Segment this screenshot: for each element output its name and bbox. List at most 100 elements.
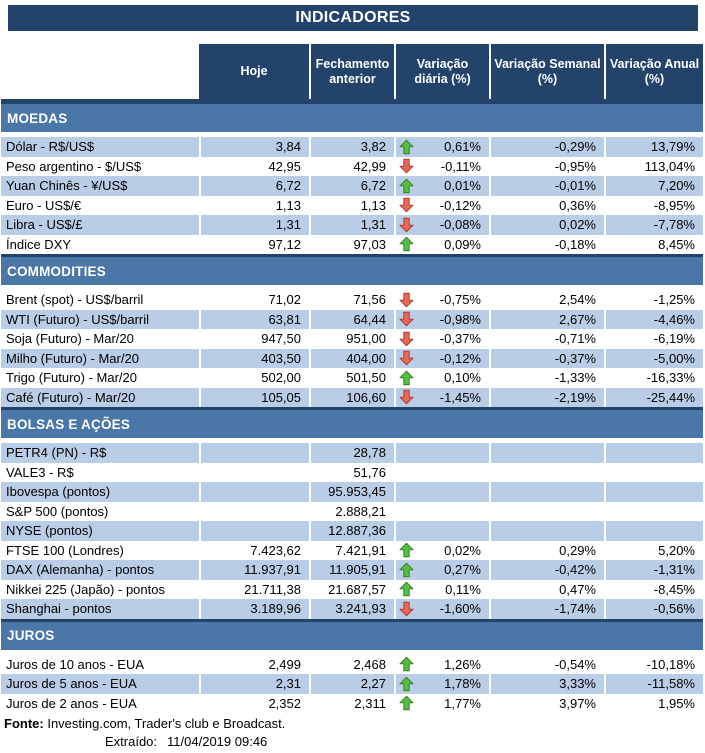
variacao-diaria-value: 0,01% xyxy=(444,178,481,194)
hoje-value: 63,81 xyxy=(268,311,301,327)
table-row: WTI (Futuro) - US$/barril 63,81 64,44 -0… xyxy=(1,309,703,329)
trend-up-icon xyxy=(398,139,414,154)
cell-label: Índice DXY xyxy=(1,235,199,255)
cell-variacao-anual: -1,31% xyxy=(604,560,703,580)
trend-slot xyxy=(398,331,414,347)
cell-variacao-anual: -25,44% xyxy=(604,387,703,407)
variacao-anual-value: -25,44% xyxy=(646,389,695,405)
trend-slot xyxy=(398,601,414,617)
section-gap xyxy=(1,132,703,137)
section-divider xyxy=(1,407,703,410)
extracted-line: Extraído: 11/04/2019 09:46 xyxy=(4,734,705,750)
cell-variacao-anual: 1,95% xyxy=(604,693,703,713)
fechamento-value: 7.421,91 xyxy=(335,542,386,558)
variacao-diaria-value: 0,10% xyxy=(444,370,481,386)
cell-label: Juros de 10 anos - EUA xyxy=(1,655,199,675)
cell-hoje: 71,02 xyxy=(199,290,309,310)
variacao-semanal-value: -2,19% xyxy=(554,389,596,405)
cell-hoje: 63,81 xyxy=(199,309,309,329)
cell-fechamento: 2.888,21 xyxy=(309,501,394,521)
cell-variacao-semanal xyxy=(489,521,604,541)
cell-label: Trigo (Futuro) - Mar/20 xyxy=(1,368,199,388)
cell-variacao-diaria: -0,37% xyxy=(394,329,489,349)
cell-variacao-anual: 13,79% xyxy=(604,137,703,157)
table-row: DAX (Alemanha) - pontos 11.937,91 11.905… xyxy=(1,560,703,580)
column-header-variacao-anual: Variação Anual (%) xyxy=(604,44,703,99)
cell-label: Ibovespa (pontos) xyxy=(1,482,199,502)
variacao-diaria-value: -0,08% xyxy=(439,217,481,233)
cell-variacao-anual xyxy=(604,501,703,521)
variacao-anual-value: 113,04% xyxy=(644,158,695,174)
variacao-semanal-value: -1,33% xyxy=(554,370,596,386)
variacao-semanal-value: 2,67% xyxy=(559,311,596,327)
cell-variacao-diaria: -1,60% xyxy=(394,599,489,619)
section-rows: Dólar - R$/US$ 3,84 3,82 0,61% -0,29% 13… xyxy=(1,137,703,254)
cell-fechamento: 951,00 xyxy=(309,329,394,349)
column-header-row: Hoje Fechamento anterior Variação diária… xyxy=(1,44,703,99)
cell-variacao-anual xyxy=(604,462,703,482)
cell-fechamento: 28,78 xyxy=(309,443,394,463)
trend-slot xyxy=(398,656,414,672)
variacao-diaria-value: -0,12% xyxy=(439,197,481,213)
cell-variacao-diaria: 1,78% xyxy=(394,674,489,694)
cell-variacao-anual: 5,20% xyxy=(604,540,703,560)
hoje-value: 71,02 xyxy=(268,292,301,308)
cell-label: Juros de 2 anos - EUA xyxy=(1,694,199,714)
trend-slot xyxy=(398,562,414,578)
cell-fechamento: 7.421,91 xyxy=(309,540,394,560)
trend-slot xyxy=(398,292,414,308)
fechamento-value: 2,27 xyxy=(360,676,386,692)
hoje-value: 3,84 xyxy=(275,139,301,155)
fechamento-value: 21.687,57 xyxy=(328,581,386,597)
trend-slot xyxy=(398,311,414,327)
variacao-semanal-value: -1,74% xyxy=(554,601,596,617)
cell-fechamento: 1,13 xyxy=(309,195,394,215)
cell-hoje: 42,95 xyxy=(199,156,309,176)
table-row: Soja (Futuro) - Mar/20 947,50 951,00 -0,… xyxy=(1,329,703,349)
cell-variacao-diaria: 0,61% xyxy=(394,137,489,157)
variacao-semanal-value: -0,71% xyxy=(554,331,596,347)
cell-variacao-semanal: -2,19% xyxy=(489,387,604,407)
cell-variacao-semanal: -0,01% xyxy=(489,176,604,196)
cell-variacao-diaria: 0,11% xyxy=(394,579,489,599)
hoje-value: 403,50 xyxy=(261,350,301,366)
trend-down-icon xyxy=(398,390,414,405)
table-row: VALE3 - R$ 51,76 xyxy=(1,462,703,482)
variacao-semanal-value: 0,36% xyxy=(559,197,596,213)
variacao-diaria-value: 1,77% xyxy=(444,695,481,711)
source-line: Fonte: Investing.com, Trader's club e Br… xyxy=(4,716,705,732)
hoje-value: 105,05 xyxy=(261,389,301,405)
cell-variacao-diaria: -0,12% xyxy=(394,348,489,368)
fechamento-value: 28,78 xyxy=(353,445,386,461)
hoje-value: 1,31 xyxy=(275,217,301,233)
cell-variacao-semanal: -0,18% xyxy=(489,234,604,254)
cell-variacao-diaria xyxy=(394,443,489,463)
row-label: Milho (Futuro) - Mar/20 xyxy=(6,350,139,366)
cell-fechamento: 2,27 xyxy=(309,674,394,694)
cell-hoje: 403,50 xyxy=(199,348,309,368)
row-label: Brent (spot) - US$/barril xyxy=(6,292,144,308)
hoje-value: 21.711,38 xyxy=(244,581,301,597)
row-label: Soja (Futuro) - Mar/20 xyxy=(6,331,134,347)
row-label: DAX (Alemanha) - pontos xyxy=(6,562,155,578)
row-label: PETR4 (PN) - R$ xyxy=(6,445,107,461)
cell-variacao-anual: -11,58% xyxy=(604,674,703,694)
fechamento-value: 6,72 xyxy=(360,178,386,194)
cell-variacao-semanal: 2,54% xyxy=(489,290,604,310)
cell-hoje: 2,31 xyxy=(199,674,309,694)
trend-slot xyxy=(398,581,414,597)
variacao-semanal-value: 0,29% xyxy=(559,542,596,558)
section-header-label: COMMODITIES xyxy=(7,263,106,279)
cell-variacao-diaria xyxy=(394,482,489,502)
section-header-label: JUROS xyxy=(7,628,55,643)
table-section: BOLSAS E AÇÕES PETR4 (PN) - R$ 28,78 VAL… xyxy=(1,407,703,619)
row-label: S&P 500 (pontos) xyxy=(6,503,109,519)
row-label: NYSE (pontos) xyxy=(6,523,93,539)
section-gap xyxy=(1,438,703,443)
cell-hoje xyxy=(199,462,309,482)
cell-variacao-semanal xyxy=(489,443,604,463)
table-section: MOEDAS Dólar - R$/US$ 3,84 3,82 0,61% -0… xyxy=(1,99,703,254)
cell-hoje: 3,84 xyxy=(199,137,309,157)
cell-label: NYSE (pontos) xyxy=(1,521,199,541)
table-row: Juros de 5 anos - EUA 2,31 2,27 1,78% 3,… xyxy=(1,674,703,694)
